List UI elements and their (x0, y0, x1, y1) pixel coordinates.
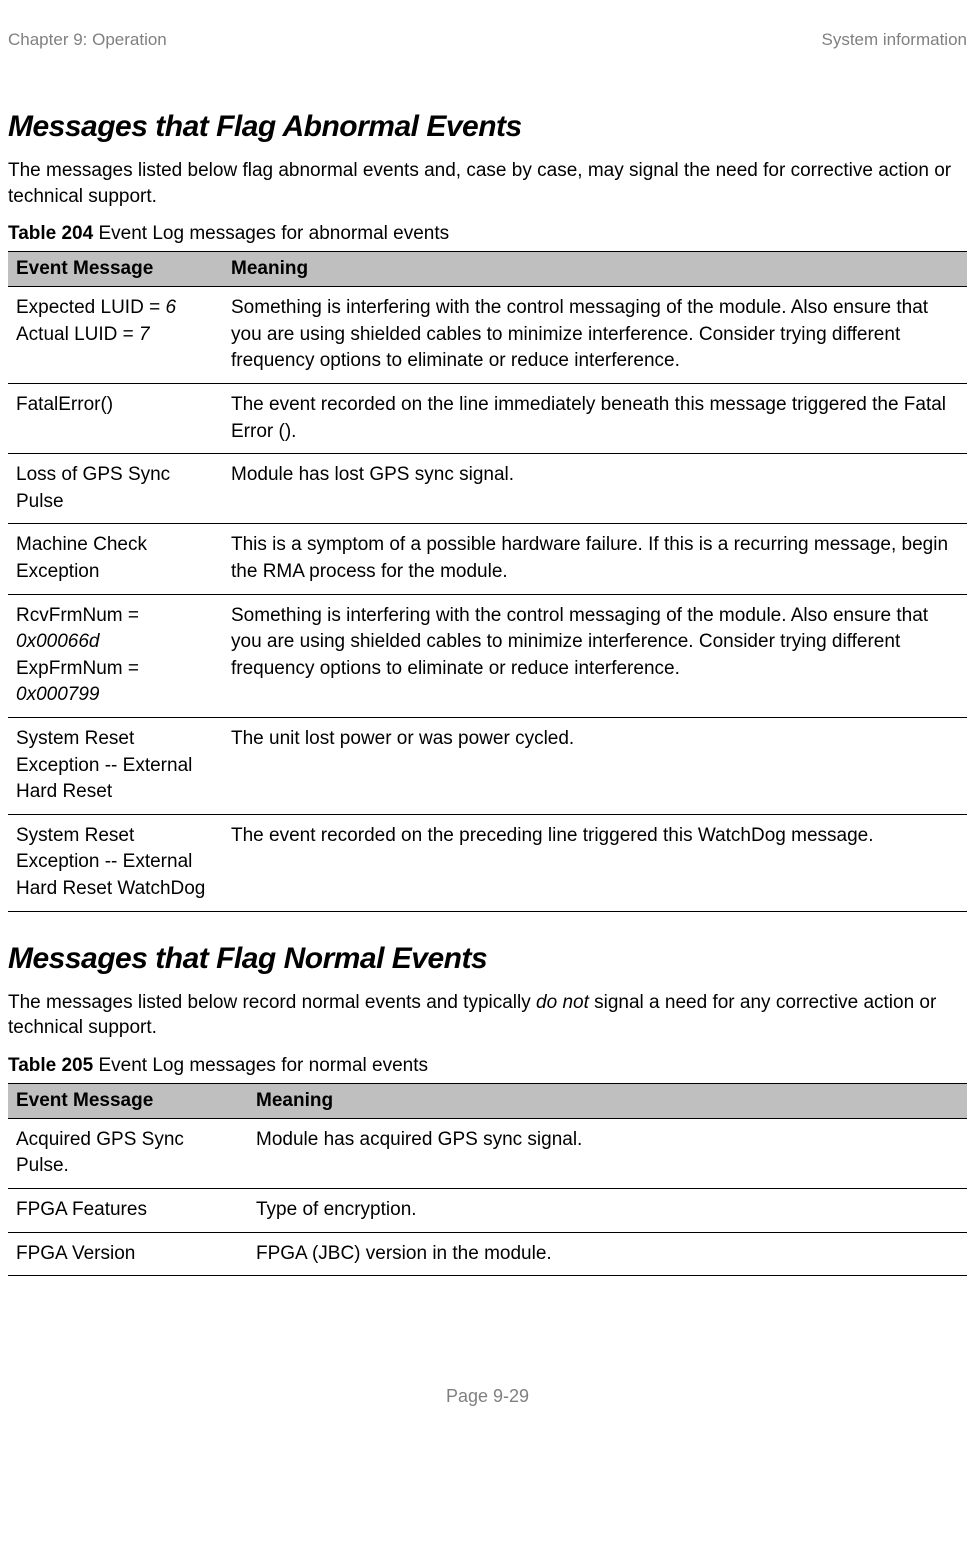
table-col-event-message: Event Message (8, 252, 223, 287)
table-row: FPGA Version FPGA (JBC) version in the m… (8, 1232, 967, 1276)
event-message-cell: Acquired GPS Sync Pulse. (8, 1118, 248, 1188)
event-message-cell: System Reset Exception -- External Hard … (8, 814, 223, 911)
meaning-cell: Module has acquired GPS sync signal. (248, 1118, 967, 1188)
event-message-cell: Machine Check Exception (8, 524, 223, 594)
table-row: Expected LUID = 6 Actual LUID = 7 Someth… (8, 287, 967, 384)
table-col-meaning: Meaning (223, 252, 967, 287)
event-message-cell: Expected LUID = 6 Actual LUID = 7 (8, 287, 223, 384)
section1-intro: The messages listed below flag abnormal … (8, 158, 967, 209)
page-footer: Page 9-29 (8, 1386, 967, 1407)
table-204: Event Message Meaning Expected LUID = 6 … (8, 251, 967, 911)
table-204-caption-bold: Table 204 (8, 223, 93, 244)
table-204-caption: Table 204 Event Log messages for abnorma… (8, 223, 967, 245)
event-message-cell: Loss of GPS Sync Pulse (8, 454, 223, 524)
table-row: System Reset Exception -- External Hard … (8, 814, 967, 911)
section1-title: Messages that Flag Abnormal Events (8, 110, 967, 144)
table-col-meaning: Meaning (248, 1083, 967, 1118)
meaning-cell: Something is interfering with the contro… (223, 287, 967, 384)
header-right: System information (822, 30, 968, 50)
table-row: Machine Check Exception This is a sympto… (8, 524, 967, 594)
table-205-caption-bold: Table 205 (8, 1055, 93, 1076)
meaning-cell: Type of encryption. (248, 1189, 967, 1233)
meaning-cell: Something is interfering with the contro… (223, 594, 967, 717)
table-row: Loss of GPS Sync Pulse Module has lost G… (8, 454, 967, 524)
event-message-cell: RcvFrmNum = 0x00066d ExpFrmNum = 0x00079… (8, 594, 223, 717)
meaning-cell: The event recorded on the line immediate… (223, 384, 967, 454)
event-message-cell: FPGA Features (8, 1189, 248, 1233)
meaning-cell: Module has lost GPS sync signal. (223, 454, 967, 524)
table-row: System Reset Exception -- External Hard … (8, 718, 967, 815)
table-row: FPGA Features Type of encryption. (8, 1189, 967, 1233)
table-header-row: Event Message Meaning (8, 1083, 967, 1118)
event-message-cell: FPGA Version (8, 1232, 248, 1276)
table-205-caption-rest: Event Log messages for normal events (93, 1055, 428, 1076)
table-row: Acquired GPS Sync Pulse. Module has acqu… (8, 1118, 967, 1188)
header-left: Chapter 9: Operation (8, 30, 167, 50)
table-header-row: Event Message Meaning (8, 252, 967, 287)
table-204-caption-rest: Event Log messages for abnormal events (93, 223, 449, 244)
table-205: Event Message Meaning Acquired GPS Sync … (8, 1083, 967, 1276)
meaning-cell: The event recorded on the preceding line… (223, 814, 967, 911)
page-header: Chapter 9: Operation System information (8, 30, 967, 50)
meaning-cell: The unit lost power or was power cycled. (223, 718, 967, 815)
event-message-cell: System Reset Exception -- External Hard … (8, 718, 223, 815)
table-col-event-message: Event Message (8, 1083, 248, 1118)
section2-title: Messages that Flag Normal Events (8, 942, 967, 976)
meaning-cell: This is a symptom of a possible hardware… (223, 524, 967, 594)
section2-intro: The messages listed below record normal … (8, 990, 967, 1041)
table-205-caption: Table 205 Event Log messages for normal … (8, 1055, 967, 1077)
meaning-cell: FPGA (JBC) version in the module. (248, 1232, 967, 1276)
table-row: RcvFrmNum = 0x00066d ExpFrmNum = 0x00079… (8, 594, 967, 717)
table-row: FatalError() The event recorded on the l… (8, 384, 967, 454)
event-message-cell: FatalError() (8, 384, 223, 454)
